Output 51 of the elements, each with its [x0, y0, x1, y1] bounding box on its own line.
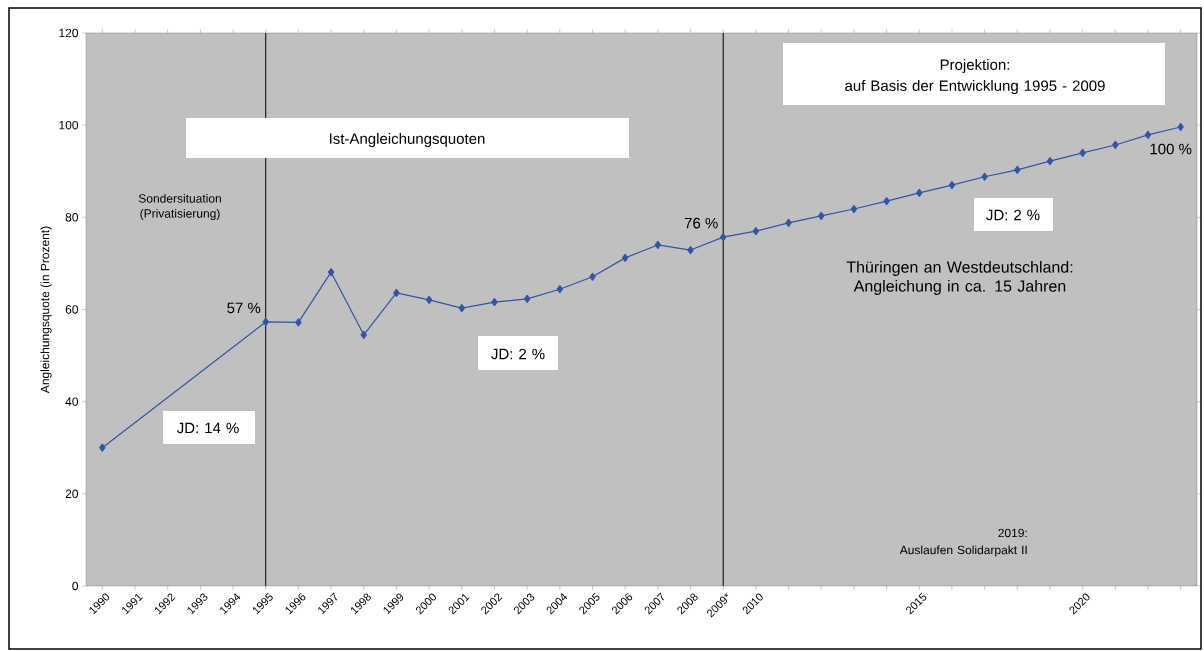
point: [1144, 130, 1152, 139]
point: [262, 317, 269, 327]
y-tick-label: 40: [65, 397, 79, 406]
annotation: auf Basis der Entwicklung 1995 - 2009: [845, 79, 1105, 94]
point: [1079, 148, 1086, 157]
point: [360, 330, 367, 339]
annotation: 100 %: [1150, 143, 1192, 155]
point: [687, 245, 694, 255]
point: [491, 298, 498, 307]
point: [981, 172, 988, 181]
annotation: 76 %: [684, 217, 718, 229]
point: [719, 233, 727, 242]
annotation: Projektion:: [940, 58, 1010, 73]
point: [785, 218, 792, 227]
y-tick-label: 20: [65, 489, 79, 499]
point: [556, 285, 564, 294]
point: [818, 211, 825, 221]
annotation: Sondersituation (Privatisierung): [138, 193, 221, 221]
point: [1046, 157, 1054, 166]
y-tick-label: 80: [65, 213, 79, 222]
point: [621, 253, 629, 262]
annotation: 57 %: [227, 302, 261, 314]
annotation: Thüringen an Westdeutschland: Angleichung in ca. 15 Jahren: [846, 261, 1073, 295]
annotation: 2019:: [998, 528, 1027, 538]
point: [458, 304, 466, 313]
point: [425, 295, 433, 304]
y-tick-label: 100: [59, 120, 79, 130]
annotation: Ist-Angleichungsquoten: [330, 132, 485, 147]
point: [916, 188, 923, 197]
annotation: JD: 2 %: [491, 348, 545, 360]
y-tick-label: 120: [59, 28, 79, 38]
annotation: JD: 2 %: [986, 209, 1040, 221]
point: [1177, 122, 1184, 132]
point: [295, 318, 302, 327]
annotation: JD: 14 %: [176, 422, 239, 434]
point: [327, 268, 335, 277]
annotation: Auslaufen Solidarpakt II: [899, 545, 1027, 557]
point: [883, 197, 890, 206]
point: [654, 240, 662, 250]
point: [850, 204, 858, 214]
y-tick-label: 0: [72, 581, 79, 591]
point: [752, 227, 760, 236]
point: [589, 272, 596, 281]
point: [948, 180, 956, 190]
y-tick-label: 60: [65, 305, 79, 314]
point: [393, 288, 400, 297]
y-axis-title: Angleichungsquote (in Prozent): [40, 226, 52, 394]
point: [1112, 140, 1119, 150]
point: [1014, 165, 1021, 174]
point: [523, 294, 531, 303]
point: [99, 443, 106, 452]
